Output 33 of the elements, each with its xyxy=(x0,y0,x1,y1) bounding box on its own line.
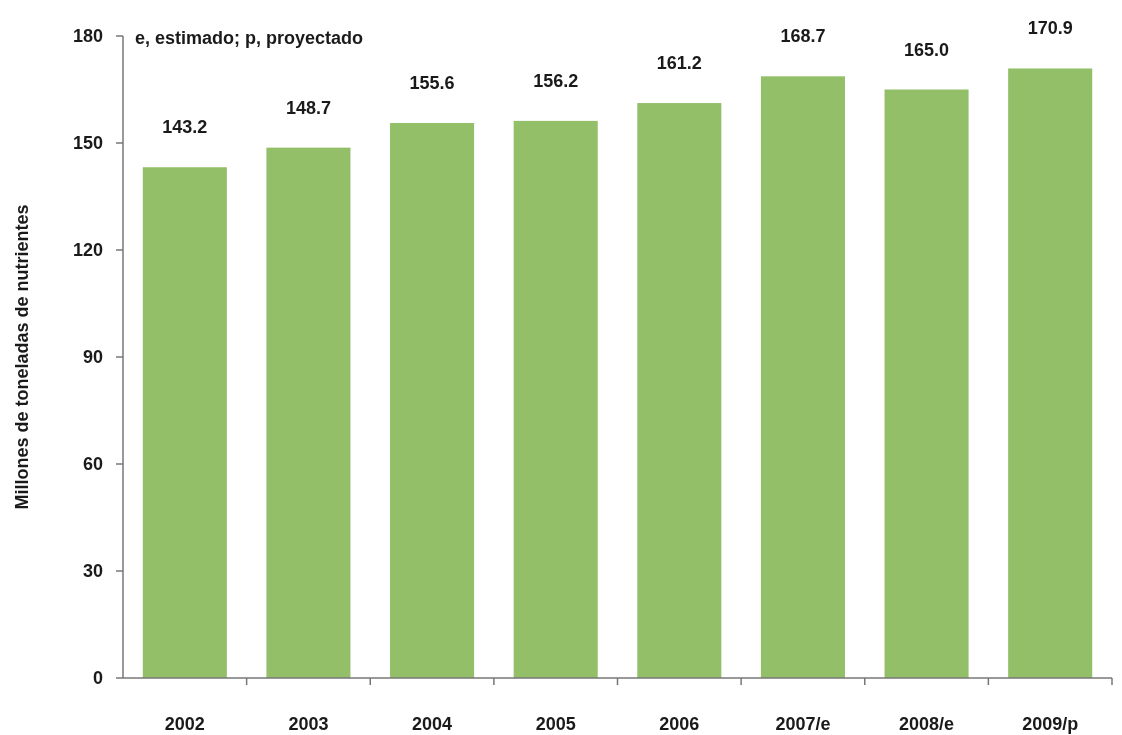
x-tick-label: 2009/p xyxy=(1022,714,1079,734)
data-label: 143.2 xyxy=(162,117,208,138)
bar xyxy=(637,103,722,678)
data-label: 165.0 xyxy=(904,39,950,60)
bar xyxy=(390,123,475,678)
bar xyxy=(1008,68,1093,678)
bar xyxy=(884,89,969,678)
y-tick-label: 180 xyxy=(72,26,103,47)
data-label: 168.7 xyxy=(780,26,826,47)
y-tick-label: 30 xyxy=(82,561,103,582)
annotation: e, estimado; p, proyectado xyxy=(135,28,364,48)
y-tick-label: 90 xyxy=(82,347,103,368)
y-tick-label: 150 xyxy=(72,133,103,154)
x-tick-label: 2004 xyxy=(412,714,453,734)
bar xyxy=(266,147,351,678)
data-label: 170.9 xyxy=(1027,18,1073,39)
x-tick-label: 2006 xyxy=(659,714,700,734)
y-tick-label: 60 xyxy=(82,454,103,475)
data-label: 155.6 xyxy=(409,73,455,94)
x-tick-label: 2007/e xyxy=(775,714,831,734)
data-label: 161.2 xyxy=(656,53,702,74)
data-label: 148.7 xyxy=(285,97,331,118)
bar xyxy=(760,76,845,678)
x-tick-label: 2003 xyxy=(288,714,329,734)
y-tick-label: 120 xyxy=(72,240,103,261)
bar xyxy=(142,167,227,678)
y-axis-title: Millones de toneladas de nutrientes xyxy=(12,204,32,510)
bar xyxy=(513,120,598,678)
x-tick-label: 2008/e xyxy=(899,714,955,734)
y-tick-label: 0 xyxy=(92,668,103,689)
x-tick-label: 2005 xyxy=(535,714,576,734)
data-label: 156.2 xyxy=(533,70,579,91)
x-tick-label: 2002 xyxy=(164,714,205,734)
